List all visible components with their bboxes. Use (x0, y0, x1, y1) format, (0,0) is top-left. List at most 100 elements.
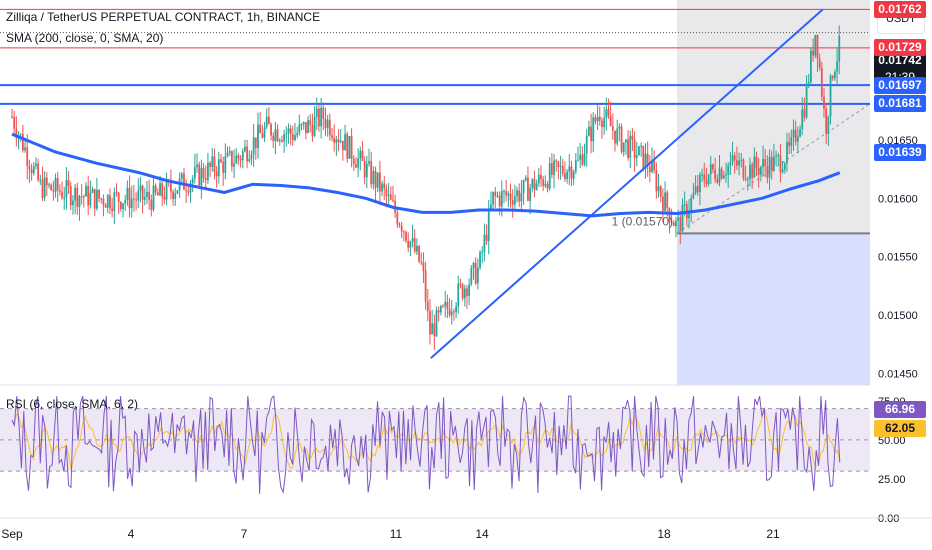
candle (792, 129, 795, 138)
candle (531, 179, 534, 188)
candle (474, 262, 477, 284)
candle (561, 165, 564, 174)
candle (731, 155, 734, 163)
candle (633, 139, 636, 159)
candle (742, 159, 745, 179)
price-pane[interactable]: 1 (0.01570) (0, 0, 871, 385)
candle (100, 198, 103, 200)
candle (106, 195, 109, 208)
candle (416, 245, 418, 252)
candle (392, 199, 394, 201)
candle (267, 116, 270, 125)
candle (568, 166, 571, 172)
candle (124, 199, 127, 204)
candle (281, 140, 283, 142)
candle (370, 161, 373, 185)
candle (759, 166, 762, 175)
candle (570, 166, 573, 179)
candle (557, 161, 560, 167)
candle (96, 189, 98, 209)
candle (705, 180, 708, 184)
candle (72, 200, 74, 206)
candle (252, 137, 255, 155)
candle (690, 197, 693, 212)
candle (109, 195, 111, 209)
price-tag-0.01762: 0.01762 (874, 0, 926, 18)
sma-200-line[interactable] (11, 132, 841, 218)
trend-line-0[interactable] (430, 8, 824, 359)
candle (198, 164, 201, 186)
candle (363, 160, 366, 178)
candle (577, 159, 579, 161)
candle (627, 139, 629, 158)
candle (331, 135, 333, 138)
candle (239, 158, 242, 161)
candle (193, 167, 196, 179)
candle (764, 158, 767, 167)
candle (276, 129, 279, 142)
candle (272, 135, 275, 142)
candle (355, 164, 357, 168)
candle (749, 164, 751, 180)
candle (429, 311, 431, 335)
sma-indicator-label[interactable]: SMA (200, close, 0, SMA, 20) (6, 31, 164, 45)
candle (56, 178, 59, 191)
candle (603, 118, 606, 127)
candle (368, 161, 370, 164)
candle (777, 155, 780, 157)
price-tag-0.01681: 0.01681 (874, 95, 926, 113)
candle (215, 171, 218, 177)
candle (629, 135, 632, 158)
candle (783, 163, 786, 170)
candle (261, 133, 264, 138)
candle (300, 124, 303, 126)
candle (185, 189, 188, 192)
projection-box-upper (677, 0, 870, 234)
candle (339, 140, 342, 143)
candle (677, 217, 680, 221)
candle (333, 137, 336, 143)
candle (829, 75, 832, 117)
candle (483, 234, 486, 252)
candle (655, 170, 658, 192)
candle (437, 310, 440, 313)
candle (607, 109, 610, 116)
candle (718, 168, 721, 183)
candle (344, 134, 346, 151)
candle (746, 179, 749, 181)
candle (396, 212, 399, 225)
candle (540, 174, 542, 180)
candle (740, 159, 743, 161)
candle (318, 108, 320, 127)
rsi-pane[interactable] (0, 384, 870, 494)
candle (461, 284, 464, 299)
candle (146, 191, 148, 197)
candle (716, 179, 719, 183)
candle (507, 193, 510, 196)
candle (11, 116, 13, 118)
candle (87, 185, 90, 206)
candle (755, 156, 758, 168)
candle (651, 160, 653, 173)
candle (137, 190, 140, 201)
candle (224, 156, 227, 173)
rsi-ma-line[interactable] (11, 406, 841, 469)
candle (21, 134, 24, 151)
candle (244, 146, 246, 152)
candle (307, 120, 309, 133)
candle (805, 83, 808, 118)
candle (733, 155, 736, 160)
candle (757, 167, 760, 175)
rsi-line[interactable] (11, 395, 841, 494)
candle (587, 126, 590, 136)
candle (596, 116, 599, 122)
candle (259, 124, 262, 134)
candle (400, 225, 403, 232)
candle (76, 187, 79, 207)
candle (624, 139, 627, 143)
rsi-indicator-label[interactable]: RSI (6, close, SMA, 6, 2) (6, 397, 139, 411)
candle (156, 192, 159, 196)
candle (688, 211, 690, 219)
candle (176, 190, 179, 194)
